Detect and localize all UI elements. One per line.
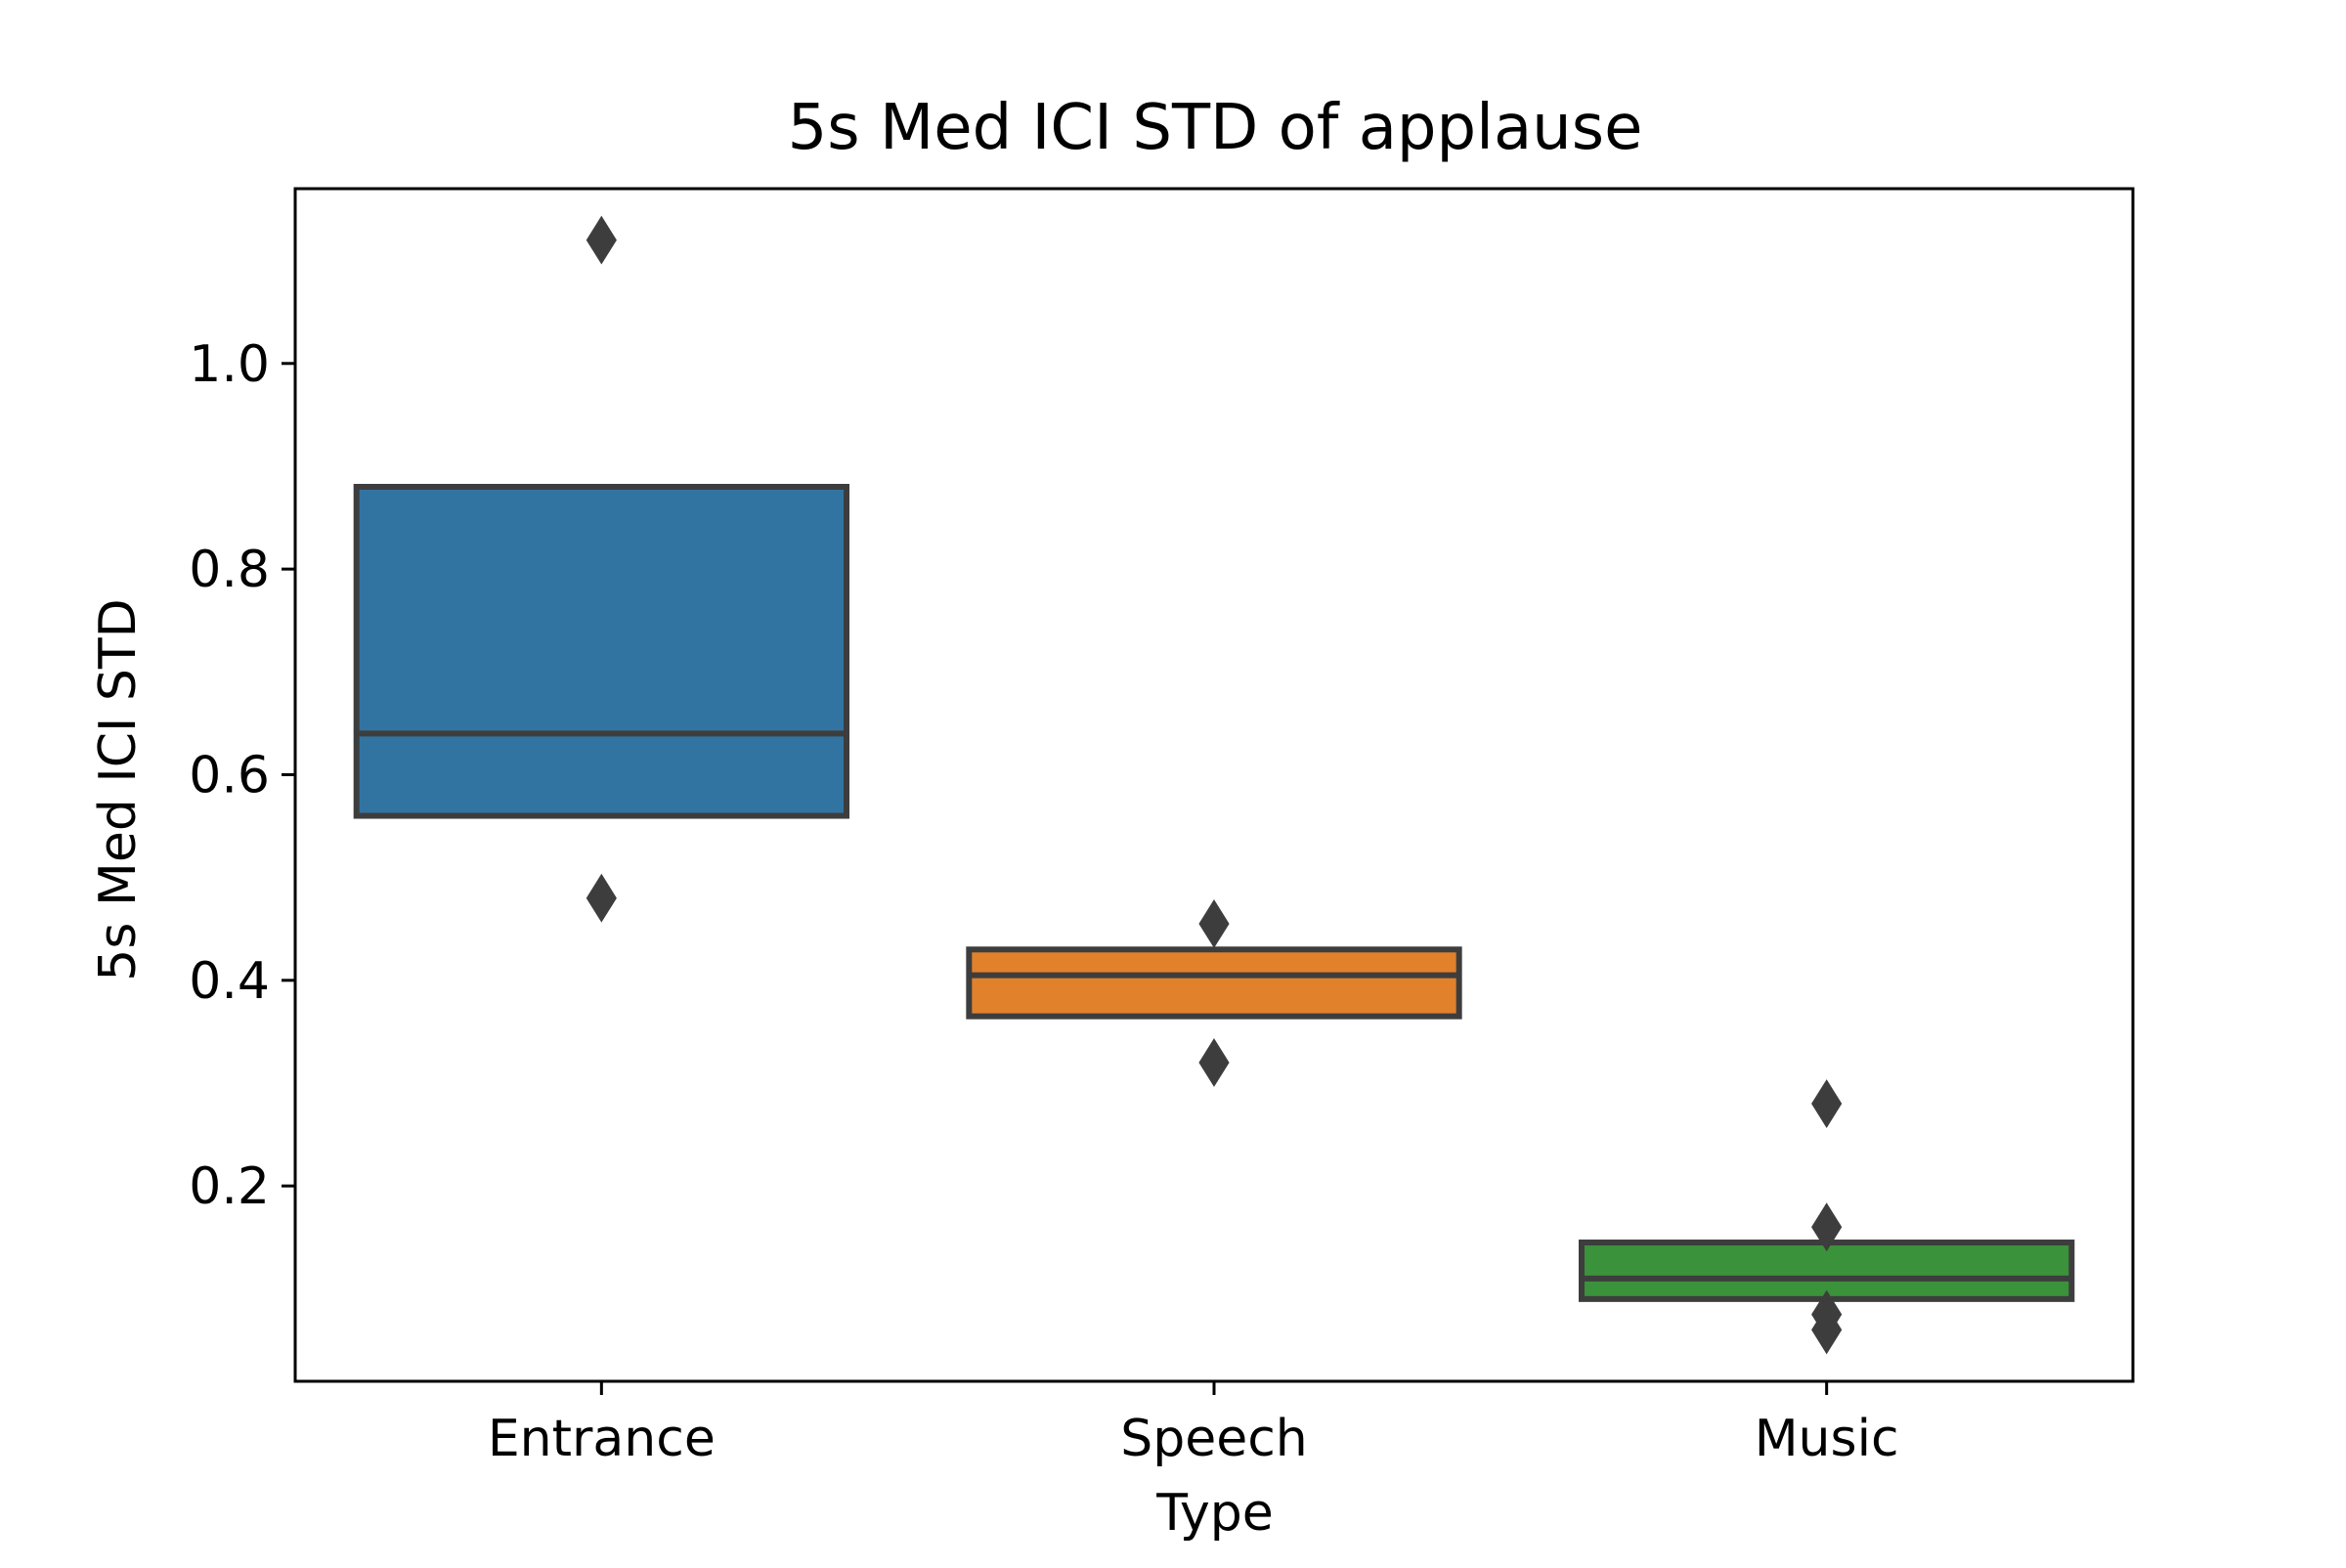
chart-title: 5s Med ICI STD of applause	[788, 92, 1643, 164]
outlier-marker	[1198, 1038, 1230, 1087]
x-tick-label: Entrance	[488, 1410, 716, 1468]
outlier-marker	[1811, 1079, 1843, 1128]
x-axis-ticks: Entrance Speech Music	[488, 1381, 1899, 1468]
x-axis-label: Type	[1155, 1484, 1273, 1543]
y-tick-label: 1.0	[189, 335, 270, 394]
y-axis-ticks: 0.2 0.4 0.6 0.8 1.0	[189, 335, 295, 1216]
y-tick-label: 0.6	[189, 746, 270, 805]
y-tick-label: 0.8	[189, 541, 270, 599]
outlier-points	[586, 215, 1843, 1355]
plot-area-frame	[293, 187, 2135, 1383]
x-tick-label: Speech	[1120, 1410, 1308, 1468]
outlier-marker	[586, 873, 617, 923]
y-axis-label: 5s Med ICI STD	[89, 598, 148, 980]
box-entrance	[353, 484, 849, 819]
y-tick-label: 0.2	[189, 1157, 270, 1216]
x-tick-label: Music	[1755, 1410, 1899, 1468]
outlier-marker	[586, 215, 617, 265]
outlier-marker	[1811, 1305, 1843, 1355]
outlier-marker	[1198, 899, 1230, 948]
box-speech	[966, 946, 1462, 1020]
outlier-marker	[1811, 1202, 1843, 1252]
y-tick-label: 0.4	[189, 952, 270, 1011]
